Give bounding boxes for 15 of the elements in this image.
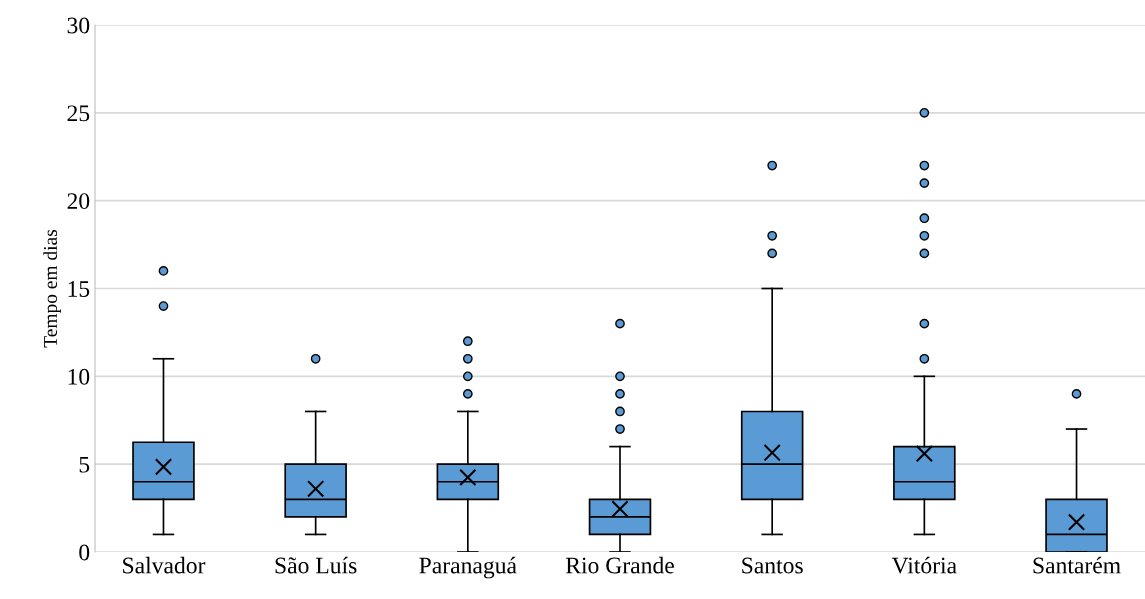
x-tick-label: São Luís bbox=[275, 556, 357, 574]
x-tick-label: Paranaguá bbox=[419, 556, 517, 579]
y-tick-label: 15 bbox=[68, 281, 90, 297]
x-tick-label: Santarém bbox=[1033, 556, 1121, 574]
y-tick-label: 10 bbox=[68, 368, 90, 385]
x-tick-label: Rio Grande bbox=[565, 556, 674, 574]
y-tick-label: 0 bbox=[79, 544, 90, 561]
y-tick-label: 30 bbox=[67, 17, 90, 34]
x-tick-label: Vitória bbox=[891, 556, 957, 574]
y-tick-label: 5 bbox=[79, 456, 90, 473]
y-axis-title: Tempo em dias bbox=[43, 229, 61, 348]
x-tick-label: Salvador bbox=[123, 556, 206, 574]
y-tick-label: 20 bbox=[67, 193, 90, 210]
y-tick-label: 25 bbox=[67, 105, 90, 122]
x-tick-label: Santos bbox=[742, 557, 803, 574]
